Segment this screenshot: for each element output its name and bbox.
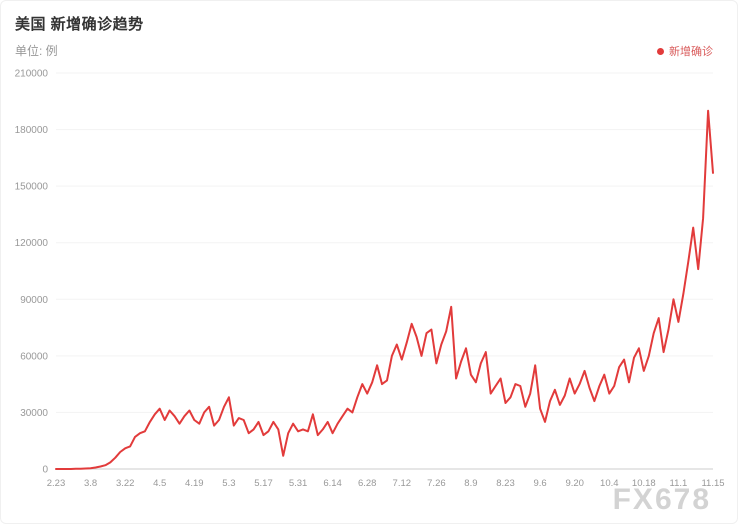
x-axis-tick-label: 5.31: [289, 478, 308, 489]
y-axis-tick-label: 180000: [15, 125, 49, 136]
x-axis-tick-label: 7.12: [393, 478, 412, 489]
y-axis-tick-label: 120000: [15, 238, 49, 249]
y-axis-tick-label: 150000: [15, 182, 49, 193]
y-axis-tick-label: 90000: [20, 295, 48, 306]
x-axis-tick-label: 3.8: [84, 478, 97, 489]
x-axis-tick-label: 7.26: [427, 478, 446, 489]
unit-label: 单位: 例: [15, 44, 58, 58]
x-axis-tick-label: 9.6: [533, 478, 546, 489]
x-axis-tick-label: 3.22: [116, 478, 135, 489]
watermark: FX678: [612, 483, 711, 516]
y-axis-tick-label: 210000: [15, 69, 49, 80]
legend-label: 新增确诊: [669, 46, 713, 58]
legend-marker-icon: [657, 47, 664, 55]
x-axis-tick-label: 5.17: [254, 478, 273, 489]
x-axis-tick-label: 10.4: [600, 478, 619, 489]
y-axis-tick-label: 30000: [20, 408, 48, 419]
y-axis-tick-label: 60000: [20, 351, 48, 362]
chart-title: 美国 新增确诊趋势: [15, 16, 144, 33]
x-axis-tick-label: 10.18: [632, 478, 656, 489]
x-axis-tick-label: 4.19: [185, 478, 204, 489]
series-line-new-confirmed: [55, 109, 714, 470]
x-axis-tick-label: 11.1: [670, 478, 688, 489]
y-axis-tick-label: 0: [42, 465, 48, 476]
x-axis-tick-label: 6.14: [323, 478, 342, 489]
x-axis-tick-label: 2.23: [47, 478, 66, 489]
x-axis-tick-label: 4.5: [153, 478, 166, 489]
x-axis-tick-label: 9.20: [565, 478, 584, 489]
x-axis-tick-label: 5.3: [222, 478, 235, 489]
x-axis-tick-label: 11.15: [701, 478, 724, 489]
legend-item-new-confirmed[interactable]: 新增确诊: [657, 43, 713, 59]
x-axis-tick-label: 8.23: [496, 478, 515, 489]
x-axis-tick-label: 8.9: [464, 478, 477, 489]
x-axis-tick-label: 6.28: [358, 478, 377, 489]
